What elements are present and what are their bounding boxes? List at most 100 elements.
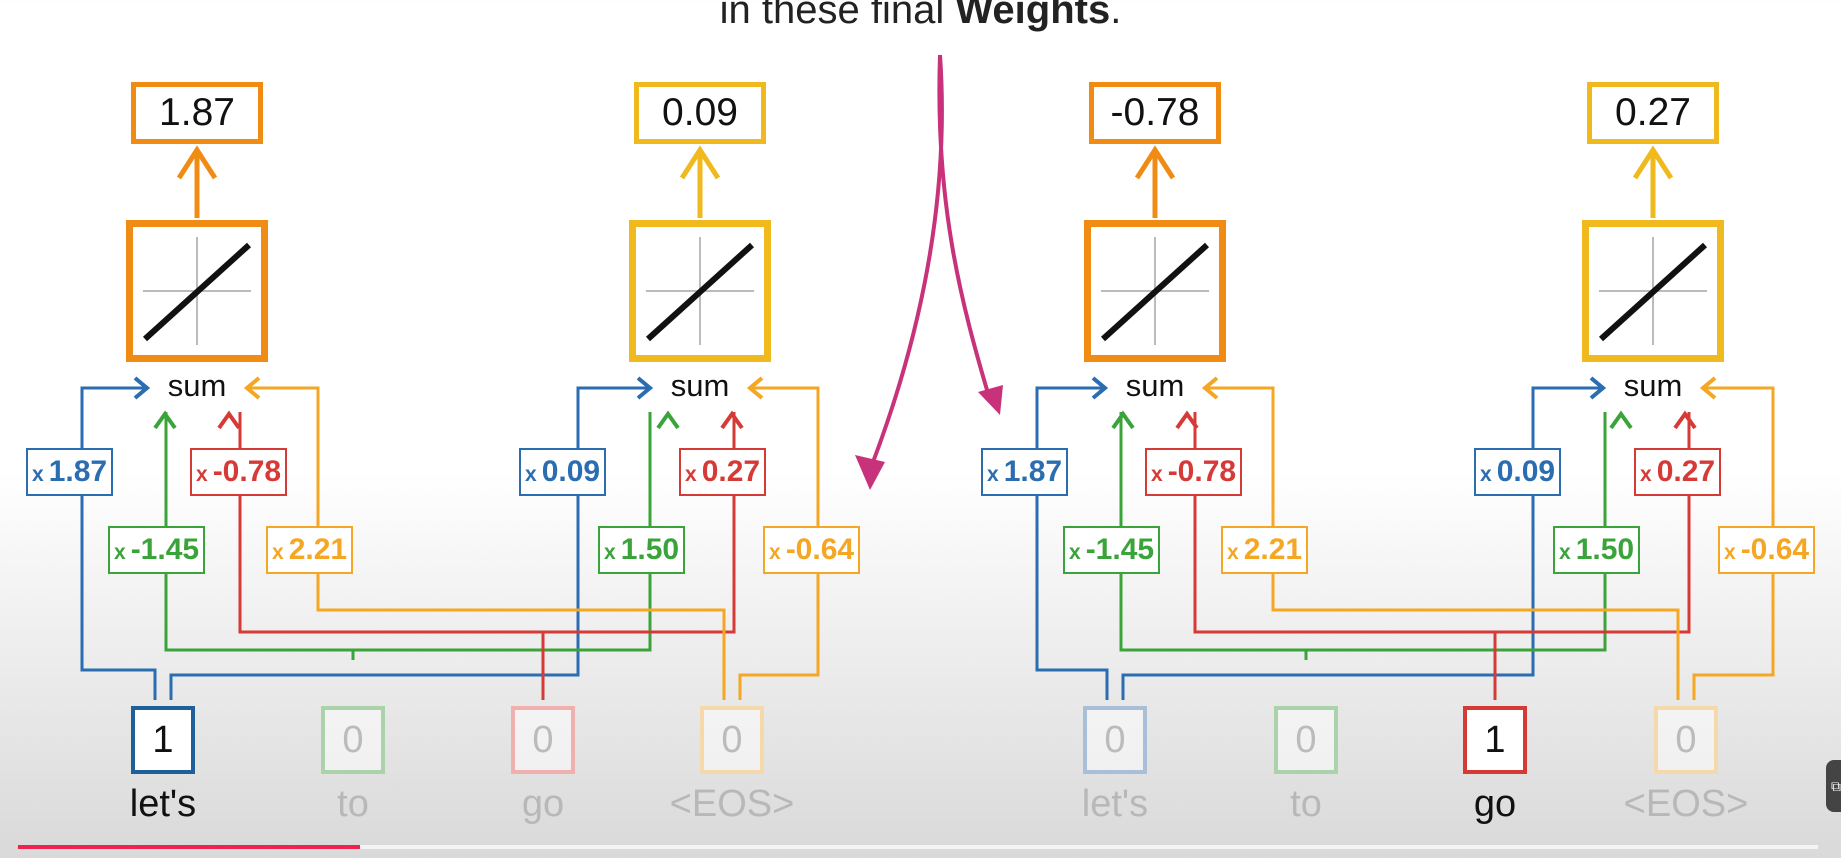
- identity-activation: [629, 220, 771, 362]
- weight-value: -0.64: [785, 533, 855, 566]
- output-box: 0.27: [1587, 82, 1719, 144]
- chevron-left-icon: [1699, 376, 1717, 400]
- multiply-sign: x: [1640, 463, 1652, 486]
- multiply-sign: x: [1227, 541, 1239, 564]
- sum-label: sum: [167, 368, 227, 403]
- output-arrow-head: [176, 145, 218, 180]
- output-box: -0.78: [1089, 82, 1221, 144]
- multiply-sign: x: [196, 463, 208, 486]
- chevron-up-icon: [720, 410, 744, 430]
- weight-box: x 2.21: [266, 526, 354, 574]
- weight-value: 0.09: [541, 455, 601, 488]
- output-arrow-head: [1632, 145, 1674, 180]
- weight-box: x 0.27: [1634, 448, 1722, 496]
- identity-activation: [1582, 220, 1724, 362]
- chevron-up-icon: [1673, 410, 1697, 430]
- multiply-sign: x: [1151, 463, 1163, 486]
- wire-blue: [169, 496, 580, 700]
- identity-graph-icon: [1598, 237, 1708, 345]
- input-word: to: [337, 783, 369, 825]
- output-arrow-head: [1134, 145, 1176, 180]
- input-box: 0: [1654, 706, 1718, 774]
- sum-label: sum: [1125, 368, 1185, 403]
- input-word: go: [521, 783, 565, 825]
- input-word: <EOS>: [1623, 783, 1749, 825]
- weight-value: 0.27: [1656, 455, 1716, 488]
- multiply-sign: x: [769, 541, 781, 564]
- multiply-sign: x: [114, 541, 126, 564]
- chevron-up-icon: [1111, 410, 1135, 430]
- caption-bold: Weights: [955, 0, 1111, 32]
- video-progress-track[interactable]: [18, 845, 1818, 849]
- input-word: <EOS>: [669, 783, 795, 825]
- output-value: 0.27: [1615, 91, 1691, 134]
- wire-red: [1495, 496, 1691, 634]
- wire-blue: [576, 386, 648, 448]
- weight-box: x -0.64: [1718, 526, 1816, 574]
- weight-box: x 1.87: [26, 448, 114, 496]
- chevron-right-icon: [1091, 376, 1109, 400]
- chevron-left-icon: [243, 376, 261, 400]
- input-word: let's: [1081, 783, 1149, 825]
- input-box: 0: [321, 706, 385, 774]
- video-progress-fill[interactable]: [18, 845, 360, 849]
- output-arrow-head: [679, 145, 721, 180]
- chevron-up-icon: [217, 410, 241, 430]
- multiply-sign: x: [1559, 541, 1571, 564]
- weight-value: 1.50: [620, 533, 680, 566]
- weight-box: x 1.87: [981, 448, 1069, 496]
- chevron-right-icon: [636, 376, 654, 400]
- wire-green: [164, 574, 355, 660]
- wire-orange: [1705, 386, 1775, 526]
- weight-box: x -1.45: [108, 526, 206, 574]
- output-value: -0.78: [1110, 91, 1200, 134]
- multiply-sign: x: [272, 541, 284, 564]
- chevron-left-icon: [1201, 376, 1219, 400]
- weight-value: -0.78: [1167, 455, 1237, 488]
- input-word: go: [1473, 783, 1517, 825]
- weight-box: x 2.21: [1221, 526, 1309, 574]
- pointer-arrow-right: [937, 54, 992, 401]
- wire-orange: [738, 574, 820, 700]
- wire-orange: [316, 574, 726, 700]
- weight-value: -1.45: [130, 533, 200, 566]
- wire-orange: [1207, 386, 1275, 526]
- sum-label: sum: [1623, 368, 1683, 403]
- wire-orange: [1692, 574, 1775, 700]
- pointer-arrow-right-head: [978, 385, 1003, 415]
- multiply-sign: x: [1069, 541, 1081, 564]
- wire-blue: [1121, 496, 1535, 700]
- identity-graph-icon: [645, 237, 755, 345]
- chevron-up-icon: [153, 410, 177, 430]
- weight-box: x -0.78: [190, 448, 288, 496]
- side-panel-button[interactable]: ⧉: [1826, 760, 1841, 812]
- weight-box: x 0.09: [1474, 448, 1562, 496]
- weight-value: 1.50: [1575, 533, 1635, 566]
- identity-activation: [1084, 220, 1226, 362]
- multiply-sign: x: [525, 463, 537, 486]
- weight-box: x 1.50: [598, 526, 686, 574]
- wire-blue: [80, 386, 145, 448]
- pointer-arrow-left: [868, 54, 944, 471]
- input-box: 1: [131, 706, 195, 774]
- weight-value: 2.21: [1243, 533, 1303, 566]
- output-box: 0.09: [634, 82, 766, 144]
- wire-green: [1306, 574, 1607, 652]
- input-box: 0: [1274, 706, 1338, 774]
- weight-value: 2.21: [288, 533, 348, 566]
- wire-blue: [1035, 496, 1109, 700]
- multiply-sign: x: [604, 541, 616, 564]
- weight-box: x -0.64: [763, 526, 861, 574]
- wire-red: [1193, 496, 1497, 700]
- identity-graph-icon: [142, 237, 252, 345]
- weight-value: -0.64: [1740, 533, 1810, 566]
- caption: in these final Weights.: [0, 0, 1841, 33]
- multiply-sign: x: [32, 463, 44, 486]
- weight-box: x 1.50: [1553, 526, 1641, 574]
- output-value: 1.87: [159, 91, 235, 134]
- wire-orange: [249, 386, 320, 526]
- weight-value: 0.09: [1496, 455, 1556, 488]
- output-box: 1.87: [131, 82, 263, 144]
- multiply-sign: x: [1480, 463, 1492, 486]
